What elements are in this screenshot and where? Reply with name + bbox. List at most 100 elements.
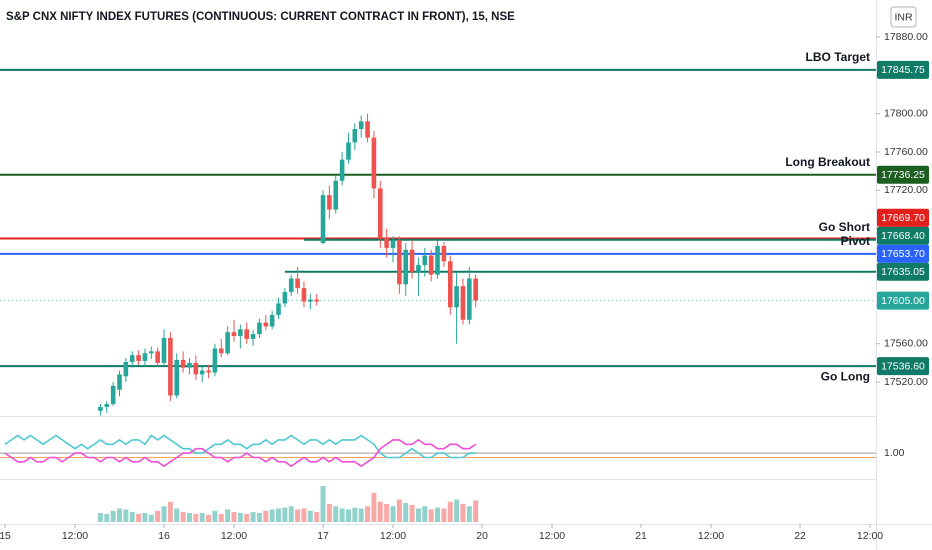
x-tick-label: 12:00: [539, 530, 565, 542]
volume-bar: [231, 512, 237, 522]
candle-body: [225, 332, 230, 354]
candle-body: [263, 322, 269, 327]
candle-body: [212, 348, 218, 373]
volume-bar: [110, 510, 116, 522]
y-tick-label: 17560.00: [884, 337, 928, 349]
y-tick-label: 17880.00: [884, 31, 928, 43]
price-label-box: [877, 208, 929, 227]
candle-body: [428, 255, 434, 275]
volume-bar: [326, 504, 332, 522]
volume-bar: [186, 513, 192, 522]
candle-body: [110, 385, 116, 405]
candle-body: [168, 337, 173, 396]
candle-body: [308, 299, 313, 302]
volume-bar: [333, 506, 339, 522]
candle-body: [346, 142, 351, 160]
volume-bar: [161, 506, 167, 522]
candle-body: [339, 159, 345, 181]
chart-title: S&P CNX NIFTY INDEX FUTURES (CONTINUOUS:…: [6, 11, 515, 23]
volume-bar: [167, 501, 173, 522]
x-tick-label: 12:00: [62, 530, 88, 542]
candle-body: [98, 406, 103, 411]
volume-bar: [320, 486, 326, 522]
x-tick-label: 20: [476, 530, 488, 542]
level-name: LBO Target: [806, 50, 870, 64]
volume-bar: [117, 508, 123, 522]
price-label-box: [877, 244, 929, 263]
level-name: Long Breakout: [785, 155, 870, 169]
currency-box[interactable]: [890, 6, 917, 28]
price-label: 17653.70: [881, 248, 925, 260]
volume-bar: [415, 508, 421, 522]
candle-body: [250, 334, 256, 339]
candle-body: [161, 337, 167, 363]
price-label: 17845.75: [881, 64, 925, 76]
y-tick-label: 17520.00: [884, 376, 928, 388]
price-label: 17605.00: [881, 295, 925, 307]
volume-bar: [371, 492, 377, 522]
volume-bar: [206, 514, 212, 522]
currency: INR: [894, 11, 913, 23]
price-label: 17668.40: [881, 230, 925, 242]
x-tick-label: 21: [635, 530, 647, 542]
x-tick-label: 12:00: [221, 530, 247, 542]
indicator-tick-label: 1.00: [884, 447, 905, 459]
price-label: 17536.60: [881, 360, 925, 372]
candle-body: [257, 322, 262, 335]
candle-body: [384, 238, 389, 248]
level-name: Pivot: [841, 234, 870, 248]
price-label: 17635.05: [881, 266, 925, 278]
candle-body: [276, 303, 281, 315]
candle-body: [371, 137, 377, 189]
candle-body: [117, 374, 122, 390]
volume-bar: [282, 507, 288, 522]
candle-body: [187, 362, 192, 368]
candle-body: [218, 348, 224, 354]
candle-body: [238, 329, 243, 337]
volume-bar: [212, 510, 218, 522]
volume-bar: [225, 509, 231, 522]
candle-body: [416, 265, 421, 272]
price-label: 17669.70: [881, 212, 925, 224]
volume-bar: [473, 500, 479, 522]
candle-body: [403, 249, 409, 285]
volume-bar: [403, 503, 409, 522]
level-name: Go Long: [821, 369, 870, 383]
volume-bar: [447, 501, 453, 522]
candle-body: [454, 286, 459, 308]
candle-body: [193, 362, 199, 375]
candle-body: [422, 255, 428, 266]
candle-body: [473, 278, 478, 301]
candle-body: [301, 288, 307, 302]
volume-bar: [365, 506, 371, 522]
volume-bar: [244, 513, 250, 522]
volume-bar: [104, 513, 110, 522]
candle-body: [244, 329, 250, 339]
indicator-line: [4, 438, 477, 468]
level-name: Go Short: [819, 220, 870, 234]
price-label-box: [877, 165, 929, 184]
volume-bar: [218, 513, 224, 522]
x-tick-label: 12:00: [698, 530, 724, 542]
x-tick-label: 12:00: [857, 530, 883, 542]
volume-bar: [454, 499, 460, 522]
volume-bar: [345, 509, 351, 522]
volume-bar: [384, 504, 390, 522]
volume-bar: [129, 512, 135, 522]
candle-body: [288, 278, 294, 292]
x-tick-label: 15: [0, 530, 11, 542]
volume-bar: [352, 507, 358, 522]
candle-body: [377, 188, 383, 239]
candle-body: [206, 370, 211, 373]
volume-bar: [314, 512, 320, 522]
volume-bar: [435, 507, 441, 522]
volume-bar: [148, 514, 154, 522]
volume-bar: [180, 512, 186, 522]
candle-body: [441, 245, 447, 262]
volume-bar: [441, 508, 447, 522]
volume-bar: [250, 512, 256, 522]
volume-bar: [422, 506, 428, 522]
volume-bar: [155, 510, 161, 522]
volume-bar: [256, 513, 262, 522]
